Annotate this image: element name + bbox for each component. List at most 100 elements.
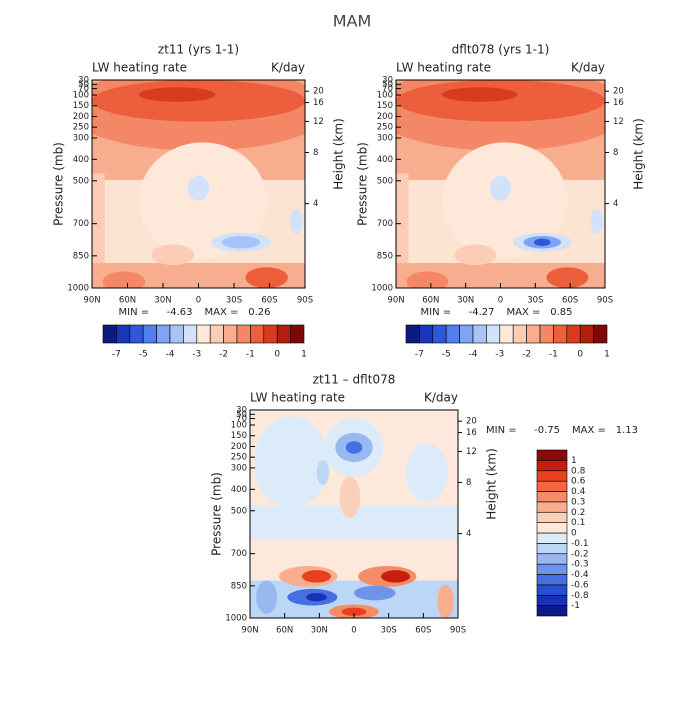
max-value: 0.26 [248,307,270,318]
min-label: MIN = [421,307,452,318]
y-tick-label: 200 [377,112,393,122]
contour-fill [151,244,195,266]
y2-tick-label: 12 [313,117,324,127]
contour-fill [339,476,361,519]
y2-tick-label: 20 [313,87,324,97]
y-tick-label: 30 [382,76,393,86]
contour-fill [254,416,330,508]
x-tick-label: 90N [387,296,404,306]
colorbar-box [579,324,594,344]
y-tick-label: 500 [73,176,89,186]
contour-fill [354,585,396,601]
contour-fill [302,570,332,583]
max-value: 0.85 [550,307,572,318]
colorbar-label: -2 [219,350,228,360]
colorbar-box [536,563,568,575]
colorbar-box [486,324,501,344]
contour-fill [441,87,518,102]
x-tick-label: 30S [381,626,397,636]
x-tick-label: 60N [119,296,136,306]
colorbar-box [536,460,568,472]
y2-axis-label: Height (km) [332,118,346,189]
colorbar-box [445,324,460,344]
panel-subtitle: LW heating rate [250,391,345,405]
x-tick-label: 90S [450,626,466,636]
y-tick-label: 100 [73,91,89,101]
colorbar-label: 0 [577,350,583,360]
y2-tick-label: 4 [313,199,318,209]
y-tick-label: 250 [231,453,247,463]
colorbar-box [169,324,184,344]
colorbar-label: -4 [469,350,478,360]
min-label: MIN = [486,425,517,436]
panel-units: K/day [424,391,458,405]
contour-fill [221,236,261,249]
x-tick-label: 60N [422,296,439,306]
colorbar-box [536,501,568,513]
x-tick-label: 0 [498,296,503,306]
y-tick-label: 250 [73,123,89,133]
colorbar-box [536,532,568,544]
colorbar-box [472,324,487,344]
y-tick-label: 700 [231,549,247,559]
colorbar-box [459,324,474,344]
colorbar-box [536,511,568,523]
colorbar-box [526,324,541,344]
panel-units: K/day [571,61,605,75]
colorbar-label: -3 [495,350,504,360]
x-tick-label: 30N [457,296,474,306]
colorbar-box [536,553,568,565]
colorbar-box [536,491,568,503]
x-tick-label: 30S [226,296,242,306]
contour-fill [546,267,589,288]
x-tick-label: 60S [261,296,277,306]
colorbar-box [536,522,568,534]
y-tick-label: 700 [73,219,89,229]
colorbar-label: -1 [246,350,255,360]
x-tick-label: 90S [297,296,313,306]
y-tick-label: 50 [236,410,247,420]
x-tick-label: 0 [351,626,356,636]
y-tick-label: 70 [236,414,247,424]
colorbar-box [566,324,581,344]
contour-field [92,80,305,288]
colorbar-box [223,324,238,344]
colorbar-label: 0 [274,350,280,360]
colorbar-box [432,324,447,344]
y2-tick-label: 16 [466,428,477,438]
x-tick-label: 30N [311,626,328,636]
min-value: -4.63 [167,307,193,318]
colorbar-box [536,449,568,461]
colorbar-label: -0.2 [571,549,589,559]
colorbar-label: 0.3 [571,497,585,507]
y-tick-label: 300 [231,463,247,473]
y-tick-label: 1000 [67,284,89,294]
colorbar-box [593,324,608,344]
y-tick-label: 400 [231,485,247,495]
panel-title: zt11 (yrs 1-1) [158,43,239,57]
y-tick-label: 300 [377,133,393,143]
y-tick-label: 150 [377,101,393,111]
contour-fill [396,173,409,288]
colorbar-label: -7 [112,350,121,360]
colorbar-box [156,324,171,344]
y2-axis-label: Height (km) [485,448,499,519]
contour-fill [406,271,449,288]
colorbar-box [405,324,420,344]
max-label: MAX = [572,425,606,436]
colorbar-label: -4 [166,350,175,360]
x-tick-label: 0 [196,296,201,306]
contour-fill [345,441,363,454]
y-tick-label: 400 [377,155,393,165]
min-label: MIN = [119,307,150,318]
colorbar-label: -0.8 [571,591,589,601]
panel-units: K/day [271,61,305,75]
colorbar-box [196,324,211,344]
y-tick-label: 700 [377,219,393,229]
colorbar-box [129,324,144,344]
contour-fill [533,238,551,246]
y-tick-label: 70 [382,84,393,94]
y2-tick-label: 8 [313,148,318,158]
